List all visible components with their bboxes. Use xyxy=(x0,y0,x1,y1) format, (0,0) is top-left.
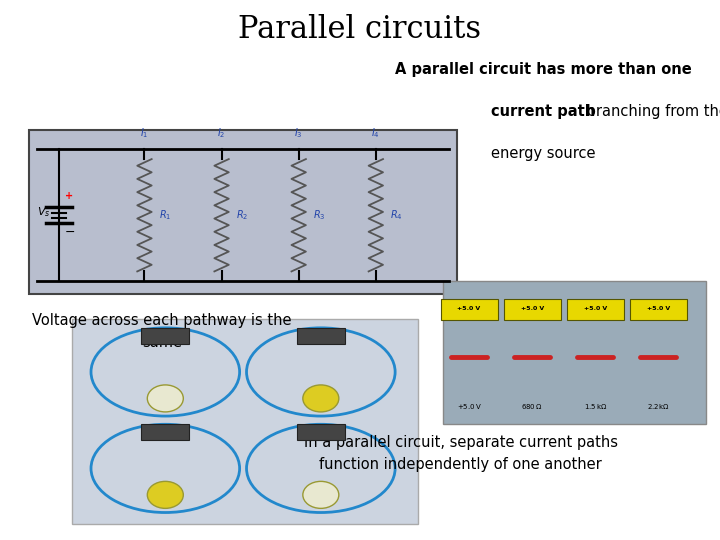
Text: $680\,\Omega$: $680\,\Omega$ xyxy=(521,402,543,411)
Text: $I_2$: $I_2$ xyxy=(217,126,226,140)
Text: $R_1$: $R_1$ xyxy=(159,208,171,222)
Circle shape xyxy=(303,385,339,412)
FancyBboxPatch shape xyxy=(630,299,687,320)
Circle shape xyxy=(303,481,339,508)
FancyBboxPatch shape xyxy=(441,299,498,320)
Text: branching from the: branching from the xyxy=(582,104,720,119)
Text: $1.5\,\mathrm{k}\Omega$: $1.5\,\mathrm{k}\Omega$ xyxy=(583,402,607,411)
Text: $R_4$: $R_4$ xyxy=(390,208,403,222)
Text: +5.0 V: +5.0 V xyxy=(584,306,607,311)
FancyBboxPatch shape xyxy=(141,424,189,440)
FancyBboxPatch shape xyxy=(297,424,345,440)
Circle shape xyxy=(148,385,184,412)
FancyBboxPatch shape xyxy=(297,328,345,344)
Text: $I_3$: $I_3$ xyxy=(294,126,303,140)
Text: Parallel circuits: Parallel circuits xyxy=(238,14,482,44)
Circle shape xyxy=(148,481,184,508)
FancyBboxPatch shape xyxy=(443,281,706,424)
Text: energy source: energy source xyxy=(491,146,596,161)
Text: current path: current path xyxy=(492,104,595,119)
Text: $I_1$: $I_1$ xyxy=(140,126,149,140)
FancyBboxPatch shape xyxy=(141,328,189,344)
Text: +5.0 V: +5.0 V xyxy=(457,306,481,311)
FancyBboxPatch shape xyxy=(567,299,624,320)
Text: Voltage across each pathway is the
same: Voltage across each pathway is the same xyxy=(32,313,292,350)
Text: +5.0 V: +5.0 V xyxy=(521,306,544,311)
FancyBboxPatch shape xyxy=(72,319,418,524)
Text: $2.2\,\mathrm{k}\Omega$: $2.2\,\mathrm{k}\Omega$ xyxy=(647,402,670,411)
Text: $+5.0\,\mathrm{V}$: $+5.0\,\mathrm{V}$ xyxy=(456,402,482,411)
Text: $I_4$: $I_4$ xyxy=(372,126,380,140)
Text: In a parallel circuit, separate current paths
function independently of one anot: In a parallel circuit, separate current … xyxy=(304,435,618,472)
Text: +5.0 V: +5.0 V xyxy=(647,306,670,311)
Text: $R_3$: $R_3$ xyxy=(313,208,325,222)
FancyBboxPatch shape xyxy=(504,299,561,320)
FancyBboxPatch shape xyxy=(29,130,457,294)
Text: A parallel circuit has more than one: A parallel circuit has more than one xyxy=(395,62,692,77)
Text: $V_s$: $V_s$ xyxy=(37,205,50,219)
Text: $R_2$: $R_2$ xyxy=(236,208,248,222)
Text: +: + xyxy=(65,191,73,201)
Text: −: − xyxy=(65,226,75,239)
